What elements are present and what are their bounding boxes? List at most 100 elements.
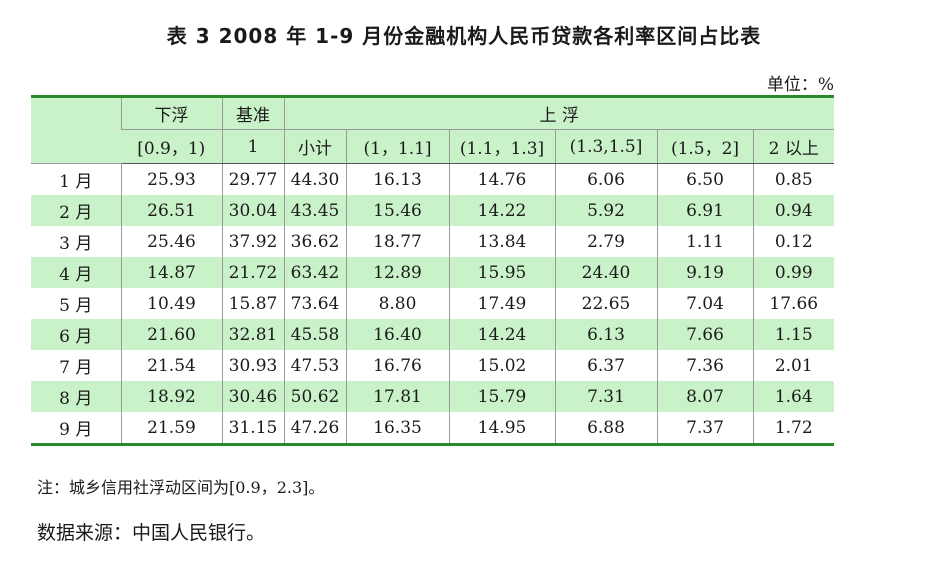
header-down: 下浮	[120, 96, 222, 130]
value-cell: 1.11	[656, 226, 753, 257]
value-cell: 15.95	[448, 257, 555, 288]
table-row: 9 月 21.59 31.15 47.26 16.35 14.95 6.88 7.37 1.72	[31, 412, 834, 445]
header-down-range: [0.9，1)	[121, 129, 222, 164]
value-cell: 30.93	[221, 350, 284, 381]
value-cell: 14.87	[120, 257, 222, 288]
value-cell: 30.46	[221, 381, 284, 412]
value-cell: 47.26	[283, 412, 346, 445]
value-cell: 32.81	[221, 319, 284, 350]
value-cell: 21.59	[120, 412, 222, 445]
value-cell: 6.13	[554, 319, 657, 350]
header-col-1.5-2: (1.5，2]	[656, 129, 753, 164]
value-cell: 25.93	[120, 163, 222, 195]
value-cell: 2.79	[554, 226, 657, 257]
value-cell: 15.87	[221, 288, 284, 319]
value-cell: 63.42	[283, 257, 346, 288]
value-cell: 73.64	[283, 288, 346, 319]
value-cell: 0.99	[752, 257, 834, 288]
value-cell: 18.92	[120, 381, 222, 412]
value-cell: 17.81	[345, 381, 449, 412]
header-col-1.1-1.3: (1.1，1.3]	[448, 129, 555, 164]
value-cell: 16.35	[345, 412, 449, 445]
month-cell: 2 月	[31, 195, 121, 226]
value-cell: 24.40	[554, 257, 657, 288]
value-cell: 6.91	[656, 195, 753, 226]
value-cell: 25.46	[120, 226, 222, 257]
table-row: 2 月 26.51 30.04 43.45 15.46 14.22 5.92 6.91 0.94	[31, 195, 834, 226]
value-cell: 37.92	[221, 226, 284, 257]
table-row: 3 月 25.46 37.92 36.62 18.77 13.84 2.79 1.11 0.12	[31, 226, 834, 257]
value-cell: 14.24	[448, 319, 555, 350]
header-row-1: 下浮 基准 上 浮	[31, 96, 834, 164]
value-cell: 15.02	[448, 350, 555, 381]
unit-label: 单位：%	[766, 75, 834, 95]
table-body: 1 月 25.93 29.77 44.30 16.13 14.76 6.06 6.50 0.85…	[31, 163, 834, 445]
value-cell: 21.72	[221, 257, 284, 288]
rate-distribution-table: 下浮 基准 上 浮 [0.9，1) 1 小计 (1，1.1] (1.1，1.3]…	[31, 95, 834, 446]
header-col-1.3-1.5: (1.3,1.5]	[554, 129, 657, 164]
value-cell: 26.51	[120, 195, 222, 226]
table-row: 6 月 21.60 32.81 45.58 16.40 14.24 6.13 7.66 1.15	[31, 319, 834, 350]
footnote: 注：城乡信用社浮动区间为[0.9，2.3]。	[37, 478, 325, 497]
month-cell: 1 月	[59, 172, 93, 192]
table-row: 7 月 21.54 30.93 47.53 16.76 15.02 6.37 7.36 2.01	[31, 350, 834, 381]
header-col-1-1.1: (1，1.1]	[345, 129, 449, 164]
header-up: 上 浮	[283, 96, 834, 130]
value-cell: 13.84	[448, 226, 555, 257]
month-cell: 7 月	[59, 358, 93, 378]
value-cell: 17.49	[448, 288, 555, 319]
value-cell: 5.92	[554, 195, 657, 226]
header-base: 基准	[221, 96, 284, 130]
value-cell: 15.79	[448, 381, 555, 412]
value-cell: 21.60	[120, 319, 222, 350]
value-cell: 6.37	[554, 350, 657, 381]
value-cell: 6.88	[554, 412, 657, 445]
data-source: 数据来源：中国人民银行。	[37, 522, 266, 544]
value-cell: 10.49	[120, 288, 222, 319]
header-corner-cell	[31, 96, 121, 164]
value-cell: 7.31	[554, 381, 657, 412]
month-cell: 5 月	[59, 296, 93, 316]
value-cell: 44.30	[283, 163, 346, 195]
value-cell: 14.95	[448, 412, 555, 445]
value-cell: 14.22	[448, 195, 555, 226]
value-cell: 50.62	[283, 381, 346, 412]
value-cell: 1.72	[752, 412, 834, 445]
value-cell: 18.77	[345, 226, 449, 257]
month-cell: 4 月	[31, 257, 121, 288]
value-cell: 31.15	[221, 412, 284, 445]
value-cell: 30.04	[221, 195, 284, 226]
value-cell: 0.12	[752, 226, 834, 257]
value-cell: 29.77	[221, 163, 284, 195]
table-row: 8 月 18.92 30.46 50.62 17.81 15.79 7.31 8.07 1.64	[31, 381, 834, 412]
month-cell: 3 月	[59, 234, 93, 254]
value-cell: 16.76	[345, 350, 449, 381]
value-cell: 43.45	[283, 195, 346, 226]
value-cell: 47.53	[283, 350, 346, 381]
value-cell: 16.40	[345, 319, 449, 350]
header-col-subtotal: 小计	[283, 129, 346, 164]
value-cell: 6.06	[554, 163, 657, 195]
value-cell: 14.76	[448, 163, 555, 195]
value-cell: 16.13	[345, 163, 449, 195]
value-cell: 7.66	[656, 319, 753, 350]
table-title: 表 3 2008 年 1-9 月份金融机构人民币贷款各利率区间占比表	[166, 24, 762, 48]
value-cell: 15.46	[345, 195, 449, 226]
header-col-2-plus: 2 以上	[752, 129, 834, 164]
table-row: 5 月 10.49 15.87 73.64 8.80 17.49 22.65 7.04 17.6…	[31, 288, 834, 319]
month-cell: 6 月	[31, 319, 121, 350]
value-cell: 6.50	[656, 163, 753, 195]
value-cell: 7.36	[656, 350, 753, 381]
value-cell: 7.04	[656, 288, 753, 319]
value-cell: 1.64	[752, 381, 834, 412]
month-cell: 8 月	[31, 381, 121, 412]
value-cell: 22.65	[554, 288, 657, 319]
header-row-2: [0.9，1) 1 小计 (1，1.1] (1.1，1.3] (1.3,1.5]…	[31, 129, 834, 164]
value-cell: 12.89	[345, 257, 449, 288]
month-cell: 9 月	[59, 420, 93, 440]
value-cell: 0.94	[752, 195, 834, 226]
value-cell: 0.85	[752, 163, 834, 195]
value-cell: 7.37	[656, 412, 753, 445]
value-cell: 36.62	[283, 226, 346, 257]
value-cell: 17.66	[752, 288, 834, 319]
